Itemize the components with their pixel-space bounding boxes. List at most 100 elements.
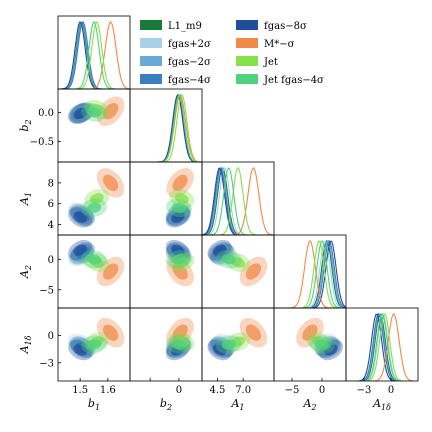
- contour-inner-A1-b2-6: [174, 193, 189, 204]
- ytick-label-A1d: −3: [39, 358, 54, 369]
- xtick-label-A1d: 0: [388, 385, 394, 396]
- contour-inner-b2-b1-7: [86, 107, 102, 118]
- marginal-A2-1: [274, 240, 346, 308]
- ylabel-A1: A1: [18, 192, 33, 206]
- marginal-b1-7: [58, 20, 130, 89]
- marginal-A1-5: [202, 167, 274, 235]
- legend-label-1: fgas+2σ: [168, 39, 211, 50]
- contour-inner-A1d-A1-7: [221, 339, 236, 350]
- contour-inner-A1-b1-4: [73, 211, 87, 223]
- marginal-A1d-0: [346, 313, 418, 381]
- panel-A2-b2: [129, 234, 203, 309]
- panel-A1-A1: [201, 161, 275, 236]
- legend-label-7: Jet fgas−4σ: [263, 75, 324, 86]
- legend-swatch-1: [140, 38, 162, 48]
- marginal-A2-5: [274, 239, 346, 308]
- xlabel-A1d: A1δ: [372, 397, 391, 412]
- contour-inner-A1-b2-7: [171, 202, 187, 213]
- xlabel-b2: b2: [160, 397, 172, 412]
- panel-b1-b1: [57, 15, 131, 90]
- panel-A1d-b1: −3 0 1.5 1.6: [39, 307, 131, 396]
- marginal-b1-2: [58, 20, 130, 89]
- ytick-label-A1: 6: [48, 199, 54, 210]
- marginal-A1d-1: [346, 313, 418, 381]
- ytick-label-A1d: 0: [48, 331, 54, 342]
- legend-swatch-3: [140, 74, 162, 84]
- legend-swatch-0: [140, 20, 162, 30]
- contour-inner-A1d-b1-5: [103, 324, 119, 341]
- xlabel-A2: A2: [302, 397, 316, 412]
- contour-inner-A2-A1-7: [221, 254, 236, 265]
- contour-inner-A1d-b1-7: [86, 339, 102, 350]
- panel-A2-A2: [273, 234, 347, 309]
- legend-label-4: fgas−8σ: [264, 21, 307, 32]
- marginal-b1-5: [58, 21, 130, 89]
- panel-A1d-A2: −5 0: [273, 307, 347, 396]
- xtick-label-b1: 1.5: [72, 385, 88, 396]
- marginal-A1d-6: [346, 313, 418, 381]
- legend-swatch-7: [236, 74, 258, 84]
- corner-plot-panels: −0.5 0.0 4 6 8 −5 0 −3 0 1.5 1.6 0 4.5 7.0 −5 0 −3 0 b1 b2 A…: [18, 15, 419, 412]
- contour-inner-b2-b1-5: [103, 103, 119, 120]
- panel-A1d-A1d: −3 0: [345, 307, 419, 396]
- marginal-A2-6: [274, 240, 346, 308]
- marginal-A1d-5: [346, 313, 418, 381]
- ylabel-b2: b2: [18, 119, 33, 131]
- xtick-label-A1: 7.0: [235, 385, 251, 396]
- contour-inner-A1d-b1-4: [73, 344, 87, 356]
- legend-label-2: fgas−2σ: [168, 57, 211, 68]
- panel-A1-b1: 4 6 8: [48, 161, 131, 236]
- xlabel-b1: b1: [88, 397, 100, 412]
- xtick-label-A2: 0: [319, 385, 325, 396]
- marginal-b2-4: [130, 93, 202, 162]
- contour-inner-A1-b2-5: [172, 174, 188, 192]
- marginal-A1-1: [202, 166, 274, 235]
- legend-swatch-2: [140, 56, 162, 66]
- marginal-A2-3: [274, 239, 346, 308]
- panel-A1-b2: [129, 161, 203, 236]
- marginal-b1-3: [58, 20, 130, 89]
- contour-inner-A1d-A1-5: [245, 324, 262, 341]
- contour-inner-A2-b2-7: [171, 254, 187, 265]
- panel-b2-b1: −0.5 0.0: [30, 88, 131, 163]
- ylabel-A2: A2: [18, 265, 33, 279]
- marginal-A1-6: [202, 166, 274, 235]
- contour-inner-A2-b1-5: [103, 263, 119, 280]
- contour-inner-A2-A1-4: [212, 244, 227, 256]
- ytick-label-A2: −5: [39, 285, 54, 296]
- contour-inner-A2-A1-5: [245, 263, 262, 280]
- panel-frame: [57, 15, 131, 90]
- xtick-label-A1: 4.5: [209, 385, 225, 396]
- contour-inner-A1d-b2-5: [172, 324, 188, 341]
- panel-frame: [345, 307, 419, 382]
- legend-swatch-6: [236, 56, 258, 66]
- ytick-label-A1: 4: [48, 220, 54, 231]
- legend-swatch-4: [236, 20, 258, 30]
- contour-inner-b2-b1-4: [73, 107, 87, 120]
- marginal-A1-7: [202, 167, 274, 235]
- panel-A1d-b2: 0: [129, 307, 203, 396]
- contour-inner-A2-b2-5: [172, 263, 188, 280]
- contour-inner-A2-b2-4: [171, 244, 185, 256]
- panel-b2-b2: [129, 88, 203, 163]
- legend-label-5: M*−σ: [264, 39, 295, 50]
- marginal-b2-7: [130, 93, 202, 162]
- panel-A1d-A1: 4.5 7.0: [201, 307, 275, 396]
- contour-inner-A2-b1-4: [73, 244, 87, 256]
- contour-inner-A1d-A2-5: [302, 324, 318, 341]
- xtick-label-b1: 1.6: [100, 385, 116, 396]
- legend-label-0: L1_m9: [168, 21, 202, 32]
- contour-inner-A1-b1-6: [89, 193, 104, 204]
- marginal-A2-4: [274, 240, 346, 308]
- contour-inner-A1d-A2-7: [314, 339, 330, 350]
- marginal-A1d-3: [346, 312, 418, 381]
- ytick-label-A1: 8: [48, 178, 54, 189]
- xtick-label-b2: 0: [176, 385, 182, 396]
- contour-inner-A1d-b2-7: [171, 339, 187, 350]
- xtick-label-A1d: −3: [357, 385, 372, 396]
- marginal-A1-0: [202, 166, 274, 235]
- legend-label-6: Jet: [263, 57, 278, 68]
- xtick-label-A2: −5: [285, 385, 300, 396]
- marginal-A1d-7: [346, 312, 418, 381]
- legend: L1_m9 fgas+2σ fgas−2σ fgas−4σ fgas−8σ M*−σ Jet…: [140, 20, 324, 86]
